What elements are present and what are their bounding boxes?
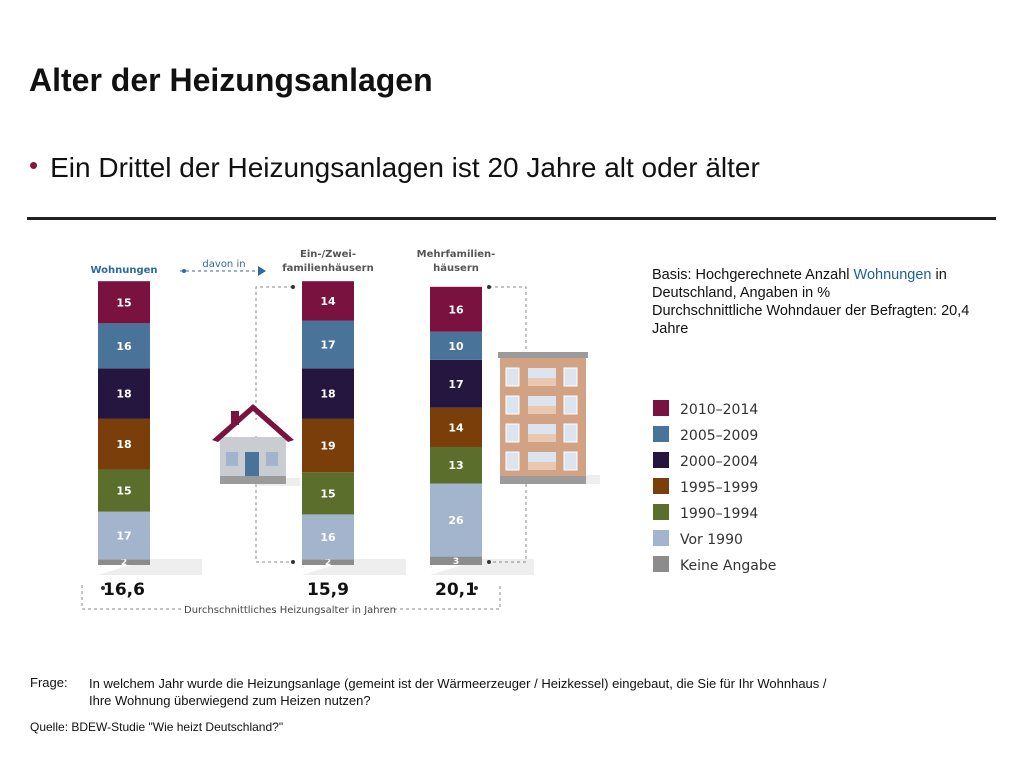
bar-value-label: 18 [320,388,335,401]
bar-segment [430,483,482,557]
basis-note: Basis: Hochgerechnete Anzahl Wohnungen i… [652,266,1002,338]
bar-value-label: 26 [448,514,464,527]
average-value: 16,6 [103,580,145,600]
title-divider [27,217,996,220]
bar-value-label: 13 [448,459,463,472]
bar-value-label: 18 [116,438,131,451]
bracket-dot [291,560,295,564]
category-label: familienhäusern [282,263,373,274]
slide-title: Alter der Heizungsanlagen [29,62,433,98]
apartment-building-icon [498,352,600,484]
bar-value-label: 16 [116,340,132,353]
average-bracket-right [394,585,501,610]
bullet-point: • Ein Drittel der Heizungsanlagen ist 20 … [29,150,760,184]
bar-value-label: 19 [320,440,335,453]
bar-segment [430,556,482,565]
bar-shadow [98,559,202,575]
bar-segment [98,418,150,470]
bar-segment [98,281,150,324]
legend-swatch [653,478,669,494]
average-bracket-left [81,585,182,610]
legend-swatch [653,530,669,546]
bar-segment [430,446,482,484]
bar-value-label: 16 [320,531,336,544]
average-value: 15,9 [307,580,349,600]
legend-label: 2005–2009 [680,428,758,444]
bar-segment [98,511,150,560]
bar-segment [98,469,150,512]
bar-segment [302,320,354,369]
bar-value-label: 16 [448,303,464,316]
bar-segment [430,331,482,360]
bar-value-label: 15 [320,487,335,500]
bar-segment [98,559,150,565]
legend-swatch [653,426,669,442]
category-label: Wohnungen [90,265,157,276]
question-label: Frage: [30,675,68,690]
legend-swatch [653,452,669,468]
bar-value-label: 18 [116,388,131,401]
category-label: häusern [433,263,479,274]
bar-segment [302,368,354,419]
bullet-text: Ein Drittel der Heizungsanlagen ist 20 J… [50,152,760,183]
bar-segment [302,472,354,515]
bar-segment [302,559,354,565]
bar-value-label: 17 [320,338,335,351]
bar-value-label: 2 [121,558,127,568]
legend-label: Keine Angabe [680,558,776,574]
legend-label: 1990–1994 [680,506,758,522]
bar-value-label: 15 [116,296,131,309]
davon-arrow-head [258,266,266,276]
bar-segment [98,323,150,369]
bar-segment [302,418,354,473]
legend-label: 2010–2014 [680,402,758,418]
basis-line-2: Durchschnittliche Wohndauer der Befragte… [652,303,970,337]
bar-shadow [302,559,406,575]
question-text: In welchem Jahr wurde die Heizungsanlage… [89,676,827,708]
category-label: Ein-/Zwei- [300,249,356,260]
basis-text-pre: Basis: Hochgerechnete Anzahl [652,267,854,283]
average-label: Durchschnittliches Heizungsalter in Jahr… [184,605,396,616]
average-dot [101,586,105,590]
legend-swatch [653,400,669,416]
bar-value-label: 14 [448,421,464,434]
bar-value-label: 15 [116,485,131,498]
average-dot [474,586,478,590]
bar-segment [430,286,482,332]
basis-highlight: Wohnungen [853,267,932,283]
bar-shadow [430,559,534,575]
source-note: Quelle: BDEW-Studie "Wie heizt Deutschla… [30,720,284,734]
bar-value-label: 3 [453,557,459,567]
bar-value-label: 17 [116,529,131,542]
bar-segment [302,514,354,560]
category-label: Mehrfamilien- [417,249,496,260]
house-icon [212,404,300,486]
basis-text-post: in Deutschland, Angaben in % [652,267,947,301]
average-value: 20,1 [435,580,477,600]
bracket-dot [487,560,491,564]
bar-segment [98,368,150,419]
bar-segment [302,281,354,321]
bracket-dot [487,285,491,289]
legend-label: 1995–1999 [680,480,758,496]
davon-arrow-dot [182,269,186,273]
bar-value-label: 14 [320,295,336,308]
bar-value-label: 2 [325,558,331,568]
legend-label: Vor 1990 [680,532,743,548]
davon-label: davon in [202,259,245,270]
bullet-dot-icon: • [29,150,39,180]
bar-segment [430,359,482,408]
bar-value-label: 17 [448,378,463,391]
bracket-dot [291,285,295,289]
legend-swatch [653,556,669,572]
bar-segment [430,407,482,447]
legend-label: 2000–2004 [680,454,758,470]
legend-swatch [653,504,669,520]
bar-value-label: 10 [448,340,464,353]
